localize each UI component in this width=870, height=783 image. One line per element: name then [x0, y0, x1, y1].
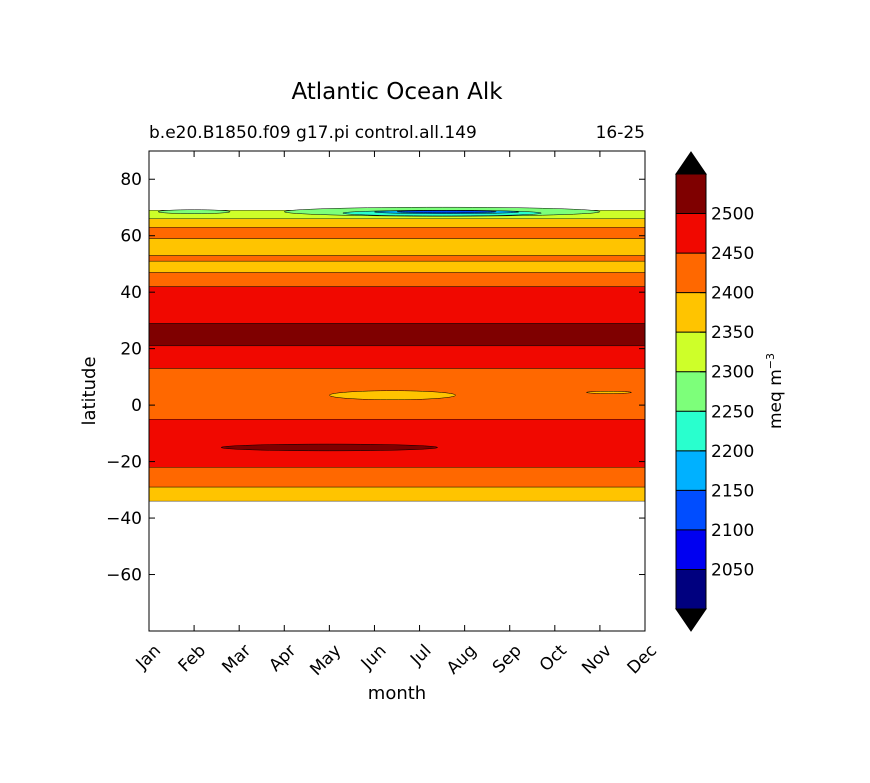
colorbar-segment-10 — [676, 174, 706, 214]
contour-band-12 — [148, 218, 646, 228]
contour-band-7 — [148, 272, 646, 287]
colorbar-extend-top — [675, 151, 707, 175]
plot-area: 80 60 40 20 0 −20 −40 −60 Jan Feb Mar Apr May Jun Jul… — [106, 150, 661, 680]
colorbar-tick-label: 2050 — [711, 560, 754, 580]
y-axis-label: latitude — [79, 356, 100, 425]
contour-band-0 — [148, 486, 646, 502]
colorbar-extend-bottom — [675, 608, 707, 632]
plot-frame — [148, 150, 646, 632]
contour-anomaly-7 — [157, 209, 231, 214]
colorbar-frame — [675, 173, 707, 610]
colorbar-segment-0 — [676, 569, 706, 609]
x-tick-label: Jun — [357, 641, 391, 675]
contour-anomaly-2 — [586, 391, 632, 394]
x-tick-label: Feb — [175, 641, 210, 676]
colorbar-segment-2 — [676, 490, 706, 530]
colorbar-tick-label: 2250 — [711, 402, 754, 422]
y-tick-label: −20 — [106, 453, 142, 473]
contour-anomaly-1 — [329, 390, 456, 401]
colorbar-segment-6 — [676, 332, 706, 372]
contour-band-1 — [148, 467, 646, 488]
x-tick-label: Mar — [218, 641, 255, 678]
colorbar-segment-4 — [676, 411, 706, 451]
contour-anomalies — [157, 206, 632, 452]
contour-band-11 — [148, 227, 646, 239]
colorbar-tick-label: 2400 — [711, 284, 754, 304]
y-tick-label: 0 — [131, 396, 142, 416]
x-tick-label: Sep — [489, 641, 526, 678]
x-tick-label: Jan — [132, 641, 165, 674]
contour-anomaly-6 — [396, 210, 497, 214]
x-tick-label: Nov — [578, 641, 616, 679]
colorbar-segment-9 — [676, 213, 706, 254]
x-tick-label: Jul — [406, 641, 435, 670]
colorbar-tick-label: 2500 — [711, 205, 754, 225]
contour-band-9 — [148, 255, 646, 262]
contour-anomaly-0 — [220, 443, 438, 452]
y-tick-label: −60 — [106, 566, 142, 586]
x-tick-label: Aug — [443, 641, 481, 679]
contour-band-6 — [148, 286, 646, 324]
y-tick-label: 20 — [120, 340, 142, 360]
y-axis: 80 60 40 20 0 −20 −40 −60 — [106, 170, 645, 586]
colorbar-tick-label: 2300 — [711, 363, 754, 383]
colorbar-tick-label: 2350 — [711, 323, 754, 343]
y-tick-label: 80 — [120, 170, 142, 190]
colorbar-segment-8 — [676, 253, 706, 293]
colorbar-label-exponent: −3 — [764, 353, 777, 369]
colorbar-segment-1 — [676, 529, 706, 570]
x-tick-label: Apr — [265, 641, 300, 676]
colorbar-tick-label: 2200 — [711, 442, 754, 462]
x-tick-label: Oct — [536, 641, 571, 676]
y-tick-label: 40 — [120, 283, 142, 303]
colorbar-segment-5 — [676, 371, 706, 412]
colorbar-label: meq m−3 — [764, 353, 786, 429]
x-axis-label: month — [368, 683, 426, 704]
y-tick-label: −40 — [106, 509, 142, 529]
x-tick-label: Dec — [624, 641, 661, 678]
colorbar-label-units: meq m — [766, 369, 786, 429]
colorbar-segment-3 — [676, 450, 706, 491]
contour-band-4 — [148, 345, 646, 369]
colorbar: 2050 2100 2150 2200 2250 2300 2350 2400 2450 2500 — [675, 151, 754, 632]
y-tick-label: 60 — [120, 227, 142, 247]
contour-band-2 — [148, 419, 646, 468]
x-tick-label: May — [306, 641, 345, 680]
contour-band-8 — [148, 260, 646, 273]
chart-subtitle-left: b.e20.B1850.f09 g17.pi control.all.149 — [149, 123, 477, 143]
colorbar-tick-label: 2100 — [711, 521, 754, 541]
chart-subtitle-right: 16-25 — [596, 123, 645, 143]
chart-title: Atlantic Ocean Alk — [291, 79, 503, 105]
contour-bands — [148, 210, 646, 502]
contour-band-5 — [148, 323, 646, 347]
colorbar-tick-label: 2150 — [711, 481, 754, 501]
colorbar-segment-7 — [676, 292, 706, 333]
contour-band-10 — [148, 238, 646, 256]
colorbar-tick-label: 2450 — [711, 244, 754, 264]
